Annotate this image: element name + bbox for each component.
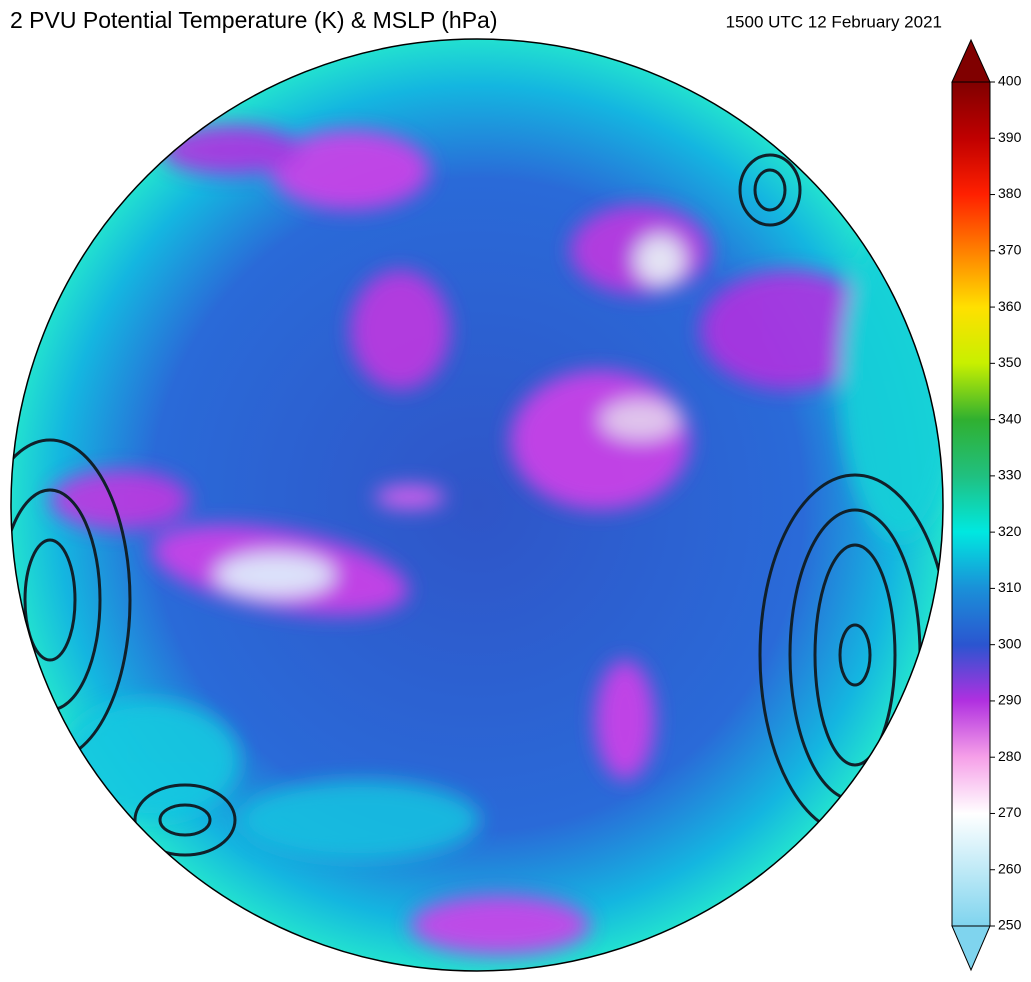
colorbar-tick-label: 370 <box>998 242 1022 258</box>
title: 2 PVU Potential Temperature (K) & MSLP (… <box>10 7 497 33</box>
map-boundary <box>10 38 944 972</box>
timestamp: 1500 UTC 12 February 2021 <box>726 12 942 31</box>
colorbar-tick-label: 300 <box>998 635 1022 651</box>
colorbar-tick-label: 340 <box>998 410 1022 426</box>
colorbar-tick-label: 350 <box>998 354 1022 370</box>
colorbar-tick-label: 380 <box>998 185 1022 201</box>
map <box>11 39 943 971</box>
colorbar-tick-label: 260 <box>998 860 1022 876</box>
colorbar-tick-label: 400 <box>998 73 1022 89</box>
colorbar-tick-label: 290 <box>998 692 1022 708</box>
colorbar-tick-label: 250 <box>998 917 1022 933</box>
colorbar-tick-label: 310 <box>998 579 1022 595</box>
colorbar-tick-label: 360 <box>998 298 1022 314</box>
colorbar-tick-label: 270 <box>998 804 1022 820</box>
colorbar-tick-label: 330 <box>998 467 1022 483</box>
colorbar-tick-label: 280 <box>998 748 1022 764</box>
colorbar <box>951 38 991 972</box>
colorbar-tick-label: 320 <box>998 523 1022 539</box>
colorbar-tick-label: 390 <box>998 129 1022 145</box>
